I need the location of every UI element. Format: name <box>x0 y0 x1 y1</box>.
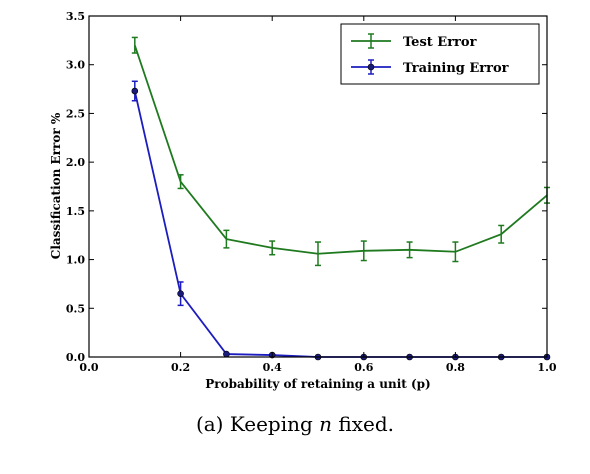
y-tick-label: 3.5 <box>66 10 85 23</box>
legend-label: Training Error <box>403 61 509 76</box>
y-tick-label: 1.0 <box>66 254 85 267</box>
caption-prefix: (a) Keeping <box>196 412 319 436</box>
x-tick-label: 0.6 <box>354 361 373 374</box>
y-tick-label: 2.0 <box>66 156 85 169</box>
figure-caption: (a) Keeping n fixed. <box>0 412 590 436</box>
y-tick-label: 2.5 <box>66 107 85 120</box>
x-tick-label: 0.8 <box>446 361 465 374</box>
chart: 0.0 0.2 0.4 0.6 0.8 1.00.00.51.01.52.02.53.03… <box>0 0 590 400</box>
x-axis-label: Probability of retaining a unit (p) <box>205 377 430 391</box>
y-tick-label: 0.5 <box>66 302 85 315</box>
data-point <box>132 88 138 94</box>
data-point <box>178 291 184 297</box>
caption-suffix: fixed. <box>332 412 394 436</box>
legend: Test Error Training Error <box>341 24 539 84</box>
y-tick-label: 3.0 <box>66 59 85 72</box>
x-tick-label: 0.4 <box>263 361 282 374</box>
legend-swatch-marker <box>368 64 374 70</box>
caption-symbol: n <box>319 412 332 436</box>
y-tick-label: 0.0 <box>66 351 85 364</box>
y-tick-label: 1.5 <box>66 205 85 218</box>
x-tick-label: 1.0 <box>537 361 556 374</box>
y-axis-label: Classification Error % <box>49 112 63 259</box>
data-point <box>223 351 229 357</box>
x-tick-label: 0.2 <box>171 361 190 374</box>
legend-label: Test Error <box>403 35 477 50</box>
